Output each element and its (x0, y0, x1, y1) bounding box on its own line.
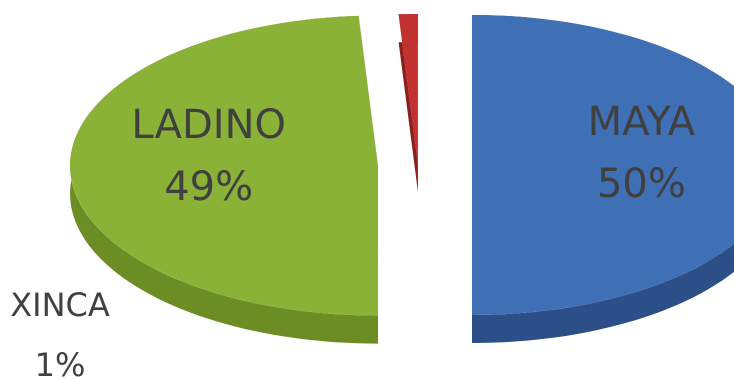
label-ladino: LADINO (131, 102, 286, 148)
slice-xinca (398, 14, 418, 165)
percent-xinca: 1% (35, 346, 86, 379)
slice-maya (472, 15, 734, 315)
percent-maya: 50% (597, 161, 686, 207)
slice-ladino (70, 15, 379, 316)
label-xinca: XINCA (10, 286, 110, 324)
percent-ladino: 49% (164, 164, 253, 210)
slice-sides (70, 14, 734, 344)
slice-labels: MAYA 50% LADINO 49% XINCA 1% (10, 99, 696, 379)
label-maya: MAYA (588, 99, 696, 145)
slice-side-xinca (398, 14, 418, 193)
slice-tops (70, 14, 734, 316)
